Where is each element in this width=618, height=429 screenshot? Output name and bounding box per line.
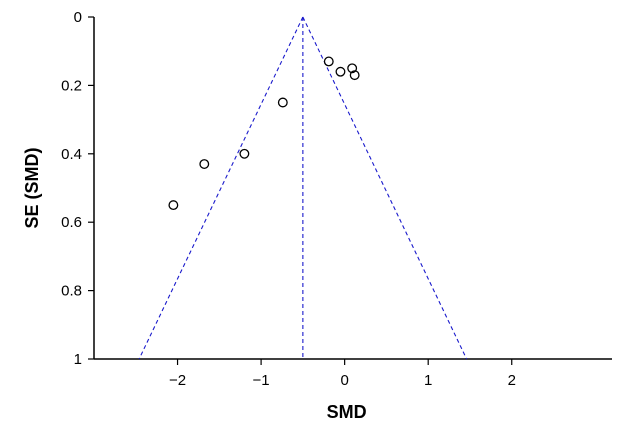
study-point xyxy=(168,200,179,211)
y-tick-label: 0 xyxy=(74,9,82,26)
study-points xyxy=(168,56,360,211)
study-point xyxy=(277,97,288,108)
y-tick-label: 0.6 xyxy=(61,214,82,231)
x-tick-label: 1 xyxy=(424,372,432,389)
study-point xyxy=(199,159,210,170)
x-tick-label: −1 xyxy=(253,372,270,389)
y-tick-label: 1 xyxy=(74,351,82,368)
y-tick-label: 0.8 xyxy=(61,283,82,300)
study-point xyxy=(349,70,360,81)
y-tick-label: 0.2 xyxy=(61,77,82,94)
study-point xyxy=(323,56,334,67)
study-point xyxy=(239,148,250,159)
axes xyxy=(93,17,612,360)
y-tick-label: 0.4 xyxy=(61,146,82,163)
funnel-right-bound xyxy=(302,16,468,360)
y-axis-title: SE (SMD) xyxy=(22,147,42,228)
x-tick-label: 2 xyxy=(508,372,516,389)
x-tick-label: 0 xyxy=(340,372,348,389)
study-point xyxy=(335,66,346,77)
y-ticks: 0 0.2 0.4 0.6 0.8 1 xyxy=(61,9,94,368)
funnel-left-bound xyxy=(138,16,304,360)
study-point xyxy=(347,63,358,74)
x-ticks: −2 −1 0 1 2 xyxy=(169,359,516,389)
x-axis-title: SMD xyxy=(327,402,367,422)
funnel-lines xyxy=(138,16,468,360)
x-tick-label: −2 xyxy=(169,372,186,389)
